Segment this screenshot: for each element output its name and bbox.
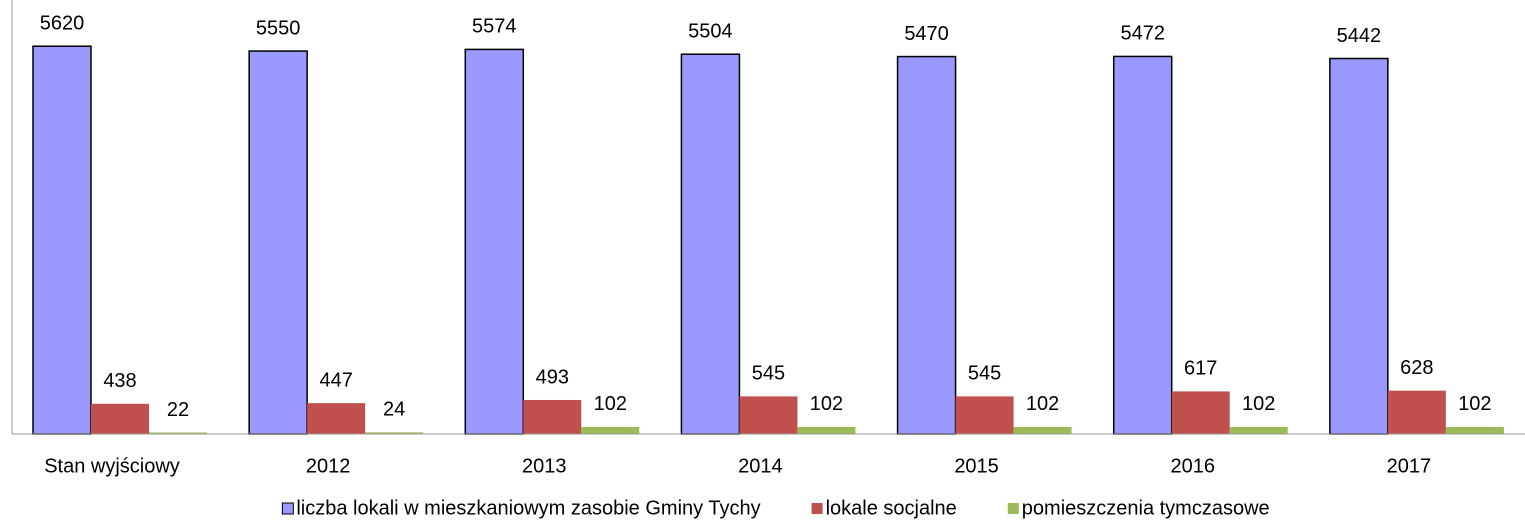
bar bbox=[680, 53, 741, 435]
bar bbox=[365, 432, 424, 434]
data-label: 438 bbox=[103, 370, 136, 392]
legend-label: lokale socjalne bbox=[826, 497, 957, 519]
bar bbox=[307, 403, 366, 434]
bar bbox=[149, 432, 207, 434]
legend-marker bbox=[1007, 503, 1019, 514]
bar bbox=[955, 396, 1014, 434]
x-tick-label: 2013 bbox=[522, 455, 567, 477]
data-label: 5442 bbox=[1337, 25, 1382, 47]
x-tick-label: 2016 bbox=[1170, 455, 1215, 477]
bar bbox=[739, 396, 798, 434]
data-label: 102 bbox=[594, 393, 627, 415]
bar bbox=[1229, 426, 1288, 434]
bar bbox=[797, 426, 856, 434]
legend-label: liczba lokali w mieszkaniowym zasobie Gm… bbox=[296, 497, 760, 519]
data-label: 102 bbox=[1458, 393, 1491, 415]
x-tick-label: 2014 bbox=[738, 455, 783, 477]
x-tick-label: Stan wyjściowy bbox=[44, 455, 180, 477]
bar bbox=[1013, 426, 1072, 434]
data-label: 5550 bbox=[256, 17, 301, 39]
legend-marker bbox=[281, 502, 294, 515]
data-label: 102 bbox=[1242, 393, 1275, 415]
data-label: 5470 bbox=[904, 23, 949, 45]
bar bbox=[248, 50, 308, 435]
data-label: 22 bbox=[167, 399, 189, 421]
data-label: 5472 bbox=[1120, 23, 1165, 45]
bar bbox=[1171, 391, 1230, 434]
bar bbox=[464, 48, 525, 435]
data-label: 545 bbox=[968, 363, 1001, 385]
legend-marker bbox=[811, 503, 823, 514]
bar bbox=[91, 403, 149, 434]
x-tick-label: 2017 bbox=[1387, 455, 1432, 477]
legend-label: pomieszczenia tymczasowe bbox=[1022, 497, 1270, 519]
data-label: 545 bbox=[752, 363, 785, 385]
bar bbox=[581, 426, 640, 434]
data-label: 5504 bbox=[688, 21, 733, 43]
bar bbox=[1445, 426, 1504, 434]
x-tick-label: 2015 bbox=[954, 455, 999, 477]
bar bbox=[1112, 55, 1173, 435]
data-label: 5620 bbox=[40, 13, 85, 35]
bar bbox=[1329, 57, 1389, 435]
data-label: 102 bbox=[1026, 393, 1059, 415]
data-label: 447 bbox=[319, 369, 352, 391]
data-label: 5574 bbox=[472, 16, 517, 38]
bar bbox=[896, 55, 957, 435]
data-label: 493 bbox=[536, 366, 569, 388]
bar bbox=[523, 399, 582, 434]
bar bbox=[32, 45, 92, 435]
data-label: 24 bbox=[383, 399, 405, 421]
data-label: 628 bbox=[1400, 357, 1433, 379]
bar bbox=[1387, 390, 1446, 434]
data-label: 102 bbox=[810, 393, 843, 415]
x-tick-label: 2012 bbox=[306, 455, 351, 477]
data-label: 617 bbox=[1184, 358, 1217, 380]
